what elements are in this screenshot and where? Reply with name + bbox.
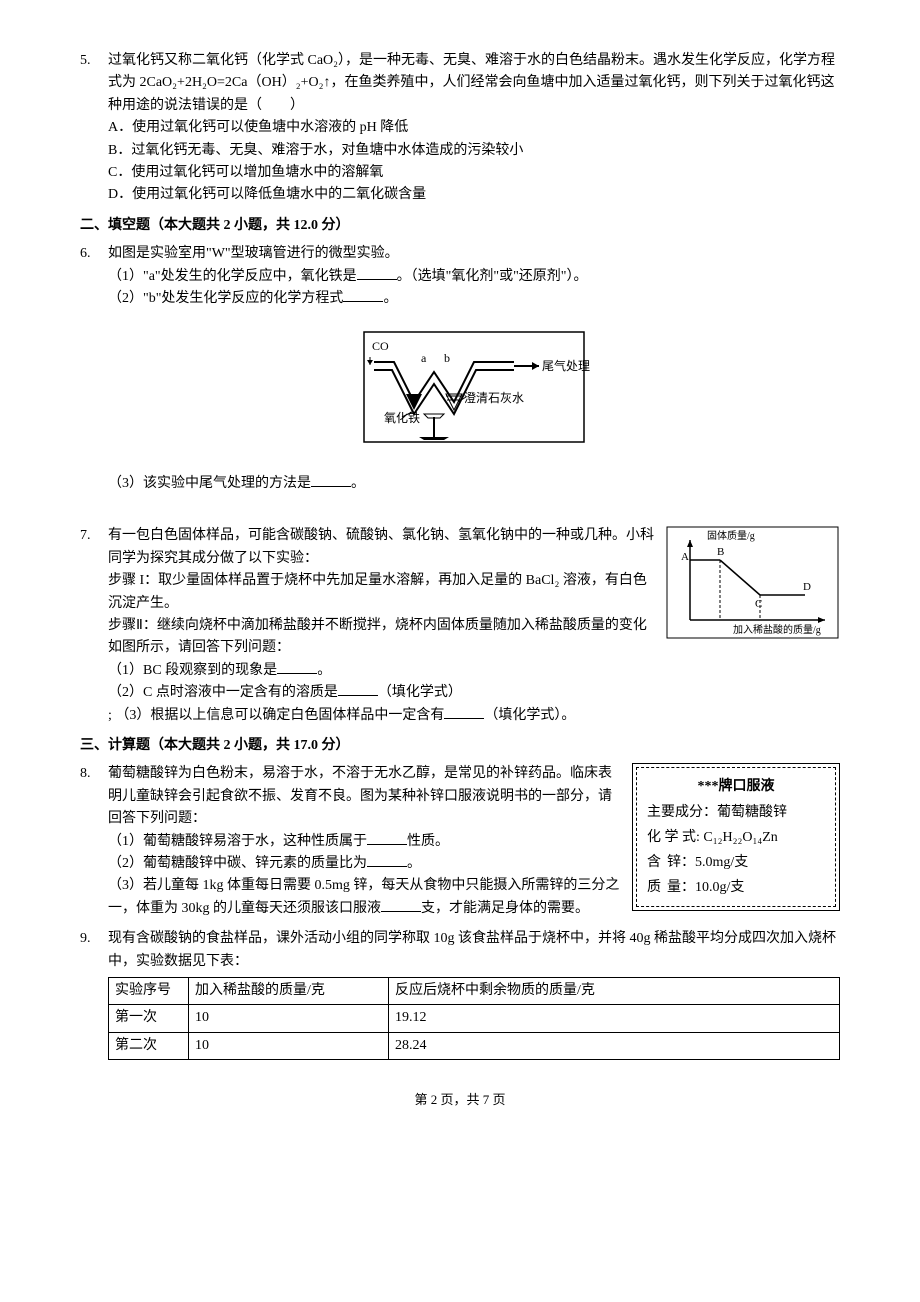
y-axis-label: 固体质量/g (707, 530, 755, 542)
question-body: ***牌口服液 主要成分：葡萄糖酸锌 化 学 式: C₁₂H₂₂O₁₄Zn 含 … (108, 763, 840, 920)
table-header: 反应后烧杯中剩余物质的质量/克 (389, 977, 840, 1004)
question-7: 7. A B C D (80, 525, 840, 727)
fill-blank[interactable] (311, 473, 351, 487)
q7-part3: ; （3）根据以上信息可以确定白色固体样品中一定含有（填化学式）。 (108, 705, 840, 727)
table-cell: 10 (189, 1032, 389, 1059)
fill-blank[interactable] (338, 682, 378, 696)
question-number: 8. (80, 763, 108, 920)
q6-part3: （3）该实验中尾气处理的方法是 。 (108, 473, 840, 495)
question-number: 5. (80, 50, 108, 207)
q6-part1: （1）"a"处发生的化学反应中，氧化铁是 。（选填"氧化剂"或"还原剂"）。 (108, 266, 840, 288)
choice-c: C．使用过氧化钙可以增加鱼塘水中的溶解氧 (108, 162, 840, 184)
q7-graph: A B C D 固体质量/g 加入稀盐酸的质量/g (665, 525, 840, 648)
x-axis-label: 加入稀盐酸的质量/g (733, 623, 821, 636)
text: 。 (317, 663, 331, 678)
point-b: B (717, 546, 724, 558)
label-title: ***牌口服液 (647, 774, 825, 799)
text: 。（选填"氧化剂"或"还原剂"）。 (397, 269, 588, 284)
fill-blank[interactable] (357, 266, 397, 280)
data-table: 实验序号 加入稀盐酸的质量/克 反应后烧杯中剩余物质的质量/克 第一次 10 1… (108, 977, 840, 1060)
section-3-heading: 三、计算题（本大题共 2 小题，共 17.0 分） (80, 735, 840, 757)
question-number: 7. (80, 525, 108, 727)
point-b-label: b (444, 351, 450, 365)
table-header: 实验序号 (109, 977, 189, 1004)
table-header-row: 实验序号 加入稀盐酸的质量/克 反应后烧杯中剩余物质的质量/克 (109, 977, 840, 1004)
text: （1）BC 段观察到的现象是 (108, 663, 277, 678)
fill-blank[interactable] (381, 898, 421, 912)
text: 。 (383, 291, 397, 306)
question-6: 6. 如图是实验室用"W"型玻璃管进行的微型实验。 （1）"a"处发生的化学反应… (80, 243, 840, 495)
fill-blank[interactable] (277, 660, 317, 674)
point-a-label: a (421, 351, 427, 365)
text: 。 (351, 476, 365, 491)
co-label: CO (372, 339, 389, 353)
point-c: C (755, 598, 762, 610)
iron-oxide-label: 氧化铁 (384, 411, 420, 425)
question-stem: 如图是实验室用"W"型玻璃管进行的微型实验。 (108, 243, 840, 265)
text: （填化学式）。 (484, 708, 575, 723)
choice-b: B．过氧化钙无毒、无臭、难溶于水，对鱼塘中水体造成的污染较小 (108, 140, 840, 162)
label-zinc: 锌：5.0mg/支 (667, 850, 748, 875)
label-formula: 化 学 式: C₁₂H₂₂O₁₄Zn (647, 825, 825, 850)
page-number: 第 2 页，共 7 页 (80, 1090, 840, 1111)
table-cell: 第一次 (109, 1005, 189, 1032)
text: （2）葡萄糖酸锌中碳、锌元素的质量比为 (108, 856, 367, 871)
question-stem: 现有含碳酸钠的食盐样品，课外活动小组的同学称取 10g 该食盐样品于烧杯中，并将… (108, 928, 840, 973)
limewater-label: 澄清石灰水 (464, 390, 524, 405)
mass-graph: A B C D 固体质量/g 加入稀盐酸的质量/g (665, 525, 840, 640)
fill-blank[interactable] (367, 831, 407, 845)
choice-a: A．使用过氧化钙可以使鱼塘中水溶液的 pH 降低 (108, 117, 840, 139)
q8-label-box: ***牌口服液 主要成分：葡萄糖酸锌 化 学 式: C₁₂H₂₂O₁₄Zn 含 … (632, 763, 840, 911)
table-cell: 10 (189, 1005, 389, 1032)
fill-blank[interactable] (343, 288, 383, 302)
question-number: 6. (80, 243, 108, 495)
question-8: 8. ***牌口服液 主要成分：葡萄糖酸锌 化 学 式: C₁₂H₂₂O₁₄Zn… (80, 763, 840, 920)
text: （1）葡萄糖酸锌易溶于水，这种性质属于 (108, 834, 367, 849)
question-5: 5. 过氧化钙又称二氧化钙（化学式 CaO₂），是一种无毒、无臭、难溶于水的白色… (80, 50, 840, 207)
question-body: 现有含碳酸钠的食盐样品，课外活动小组的同学称取 10g 该食盐样品于烧杯中，并将… (108, 928, 840, 1060)
label-ingredient: 主要成分：葡萄糖酸锌 (647, 800, 825, 825)
question-9: 9. 现有含碳酸钠的食盐样品，课外活动小组的同学称取 10g 该食盐样品于烧杯中… (80, 928, 840, 1060)
question-body: A B C D 固体质量/g 加入稀盐酸的质量/g 有一包白色固体样品，可能含碳… (108, 525, 840, 727)
text: （1）"a"处发生的化学反应中，氧化铁是 (108, 269, 357, 284)
text: （2）C 点时溶液中一定含有的溶质是 (108, 685, 338, 700)
q6-part2: （2）"b"处发生化学反应的化学方程式 。 (108, 288, 840, 310)
table-row: 第二次 10 28.24 (109, 1032, 840, 1059)
question-body: 如图是实验室用"W"型玻璃管进行的微型实验。 （1）"a"处发生的化学反应中，氧… (108, 243, 840, 495)
text: 支，才能满足身体的需要。 (421, 901, 589, 916)
text: （填化学式） (378, 685, 462, 700)
question-body: 过氧化钙又称二氧化钙（化学式 CaO₂），是一种无毒、无臭、难溶于水的白色结晶粉… (108, 50, 840, 207)
section-2-heading: 二、填空题（本大题共 2 小题，共 12.0 分） (80, 215, 840, 237)
question-stem: 过氧化钙又称二氧化钙（化学式 CaO₂），是一种无毒、无臭、难溶于水的白色结晶粉… (108, 50, 840, 117)
fill-blank[interactable] (367, 853, 407, 867)
q7-part1: （1）BC 段观察到的现象是 。 (108, 660, 840, 682)
text: 。 (407, 856, 421, 871)
label-left: 质 (647, 875, 667, 900)
text: （3）根据以上信息可以确定白色固体样品中一定含有 (115, 708, 444, 723)
point-d: D (803, 581, 811, 593)
label-left: 含 (647, 850, 667, 875)
text: 性质。 (407, 834, 449, 849)
text: （3）该实验中尾气处理的方法是 (108, 476, 311, 491)
table-cell: 28.24 (389, 1032, 840, 1059)
fill-blank[interactable] (444, 705, 484, 719)
point-a: A (681, 551, 689, 563)
table-cell: 19.12 (389, 1005, 840, 1032)
text: （2）"b"处发生化学反应的化学方程式 (108, 291, 343, 306)
q7-part2: （2）C 点时溶液中一定含有的溶质是 （填化学式） (108, 682, 840, 704)
table-row: 第一次 10 19.12 (109, 1005, 840, 1032)
label-mass: 量：10.0g/支 (667, 875, 744, 900)
tail-gas-label: 尾气处理 (542, 358, 590, 373)
table-cell: 第二次 (109, 1032, 189, 1059)
question-number: 9. (80, 928, 108, 1060)
q6-figure: CO a b 尾气处理 氧化铁 澄清石灰水 (108, 322, 840, 460)
choice-d: D．使用过氧化钙可以降低鱼塘水中的二氧化碳含量 (108, 184, 840, 206)
table-header: 加入稀盐酸的质量/克 (189, 977, 389, 1004)
w-tube-diagram: CO a b 尾气处理 氧化铁 澄清石灰水 (324, 322, 624, 452)
